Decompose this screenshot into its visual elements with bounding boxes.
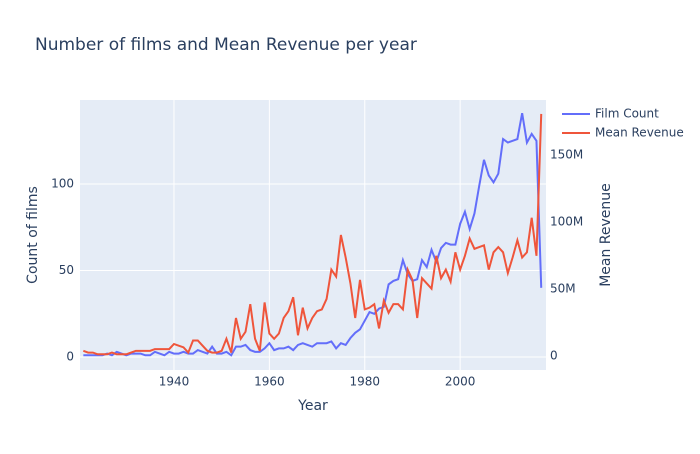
- x-tick-label: 1960: [254, 375, 285, 389]
- y2-tick-label: 0: [550, 349, 558, 363]
- x-tick-label: 1940: [159, 375, 190, 389]
- series-line: [82, 113, 543, 356]
- series-line: [83, 112, 543, 357]
- y2-tick-label: 100M: [550, 214, 583, 228]
- y2-tick-label: 50M: [550, 282, 576, 296]
- x-axis-title: Year: [297, 398, 328, 414]
- y2-axis-title: Mean Revenue: [598, 183, 614, 287]
- y2-tick-label: 150M: [550, 147, 583, 161]
- chart-title: Number of films and Mean Revenue per yea…: [35, 35, 417, 55]
- y-tick-label: 50: [59, 263, 74, 277]
- y-axis-title: Count of films: [25, 186, 41, 284]
- y-tick-label: 100: [51, 177, 74, 191]
- x-tick-label: 2000: [445, 375, 476, 389]
- y-tick-label: 0: [66, 350, 74, 364]
- x-tick-label: 1980: [349, 375, 380, 389]
- legend-label: Film Count: [595, 107, 659, 121]
- plot-area: [80, 100, 546, 370]
- legend-label: Mean Revenue: [595, 126, 684, 140]
